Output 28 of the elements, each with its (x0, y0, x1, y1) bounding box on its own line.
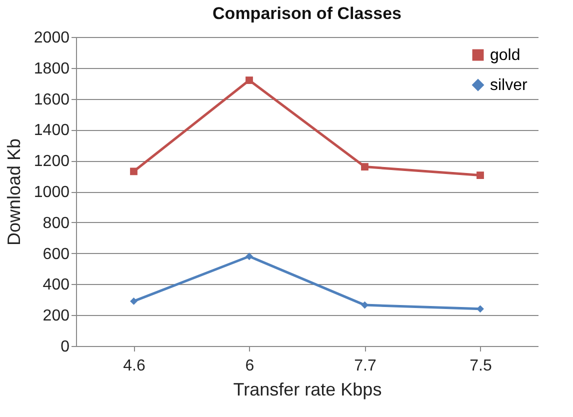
x-tick-label: 7.7 (354, 358, 376, 374)
y-tick-label: 600 (42, 246, 70, 263)
x-axis-title: Transfer rate Kbps (233, 380, 382, 400)
y-tick-label: 800 (42, 214, 70, 232)
chart-title: Comparison of Classes (212, 4, 402, 23)
x-tick-label: 7.5 (470, 358, 492, 374)
y-tick-label: 0 (60, 338, 70, 356)
y-tick-label: 1000 (34, 184, 70, 201)
legend-label: gold (490, 47, 520, 64)
point (361, 163, 368, 170)
point (130, 297, 138, 305)
x-tick-label: 6 (245, 358, 254, 374)
point (361, 301, 368, 309)
y-tick-label: 1200 (34, 153, 70, 170)
y-tick-label: 1400 (34, 122, 70, 140)
x-tick-label: 4.6 (123, 358, 146, 374)
point (246, 76, 253, 84)
y-tick-label: 200 (42, 308, 70, 325)
point (130, 168, 138, 176)
y-axis-title: Download Kb (4, 138, 24, 246)
point (476, 305, 484, 313)
y-tick-label: 1600 (34, 91, 70, 108)
point (246, 252, 253, 260)
legend-label: silver (490, 77, 528, 94)
y-tick-label: 2000 (34, 30, 70, 46)
y-tick-label: 1800 (34, 60, 70, 78)
point (476, 172, 484, 179)
y-tick-label: 400 (42, 276, 70, 294)
